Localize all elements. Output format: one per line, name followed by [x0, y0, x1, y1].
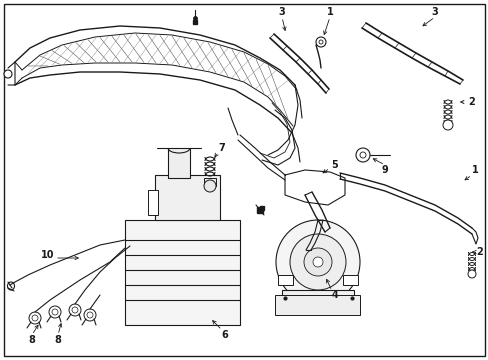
Bar	[282, 290, 353, 302]
Text: 9: 9	[381, 165, 387, 175]
Text: 4: 4	[331, 290, 338, 300]
Circle shape	[359, 152, 365, 158]
Circle shape	[52, 309, 58, 315]
Circle shape	[84, 309, 96, 321]
Bar	[278, 275, 292, 285]
Circle shape	[315, 37, 325, 47]
Text: 3: 3	[278, 7, 285, 17]
Circle shape	[308, 229, 320, 241]
Bar	[203, 178, 216, 186]
Circle shape	[275, 220, 359, 304]
Circle shape	[304, 248, 331, 276]
Circle shape	[69, 304, 81, 316]
Text: 5: 5	[331, 160, 338, 170]
Text: 8: 8	[28, 335, 35, 345]
Text: 2: 2	[468, 97, 474, 107]
Text: 1: 1	[326, 7, 333, 17]
Bar	[125, 220, 240, 325]
Text: 10: 10	[41, 250, 55, 260]
Text: 7: 7	[218, 143, 225, 153]
Text: 1: 1	[470, 165, 477, 175]
Circle shape	[312, 257, 323, 267]
Bar	[342, 275, 357, 285]
Circle shape	[4, 70, 12, 78]
Bar	[168, 148, 190, 178]
Circle shape	[87, 312, 93, 318]
Bar	[274, 295, 359, 315]
Circle shape	[32, 315, 38, 321]
Circle shape	[72, 307, 78, 313]
Circle shape	[203, 180, 216, 192]
Text: 2: 2	[476, 247, 482, 257]
Circle shape	[442, 120, 452, 130]
Circle shape	[29, 312, 41, 324]
Circle shape	[355, 148, 369, 162]
Bar	[148, 190, 158, 215]
Circle shape	[289, 234, 346, 290]
Text: 6: 6	[221, 330, 228, 340]
Circle shape	[49, 306, 61, 318]
Bar	[155, 175, 220, 220]
Circle shape	[318, 40, 323, 44]
Text: 3: 3	[431, 7, 437, 17]
Circle shape	[467, 270, 475, 278]
Text: 8: 8	[55, 335, 61, 345]
